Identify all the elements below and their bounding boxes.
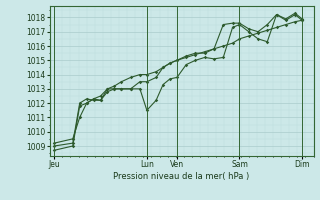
- X-axis label: Pression niveau de la mer( hPa ): Pression niveau de la mer( hPa ): [114, 172, 250, 181]
